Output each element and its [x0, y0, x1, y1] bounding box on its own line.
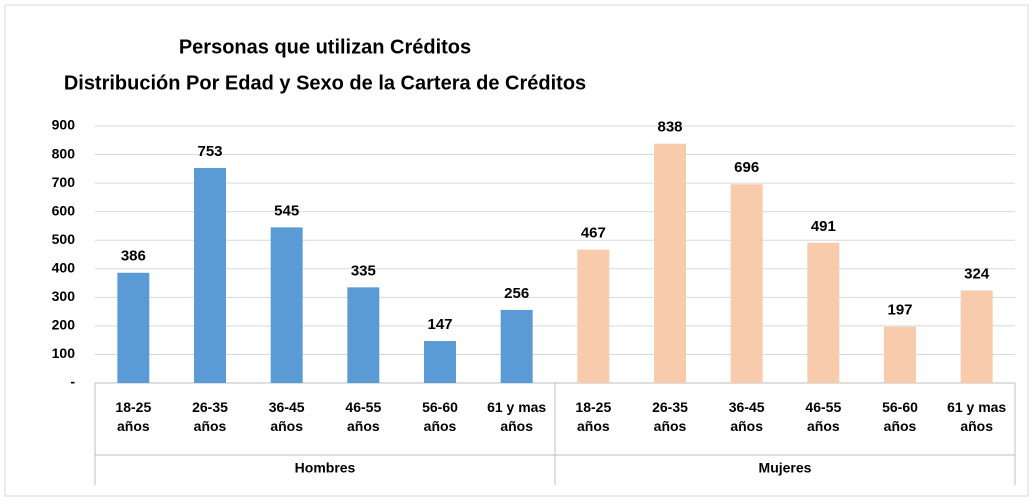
x-tick-label: 36-45 años: [728, 399, 765, 434]
y-tick-label: 800: [52, 145, 76, 161]
y-tick-label: 100: [52, 345, 76, 361]
x-tick-label: 18-25 años: [575, 399, 612, 434]
data-label: 838: [657, 119, 682, 136]
data-label: 386: [121, 248, 146, 265]
bar: [424, 341, 456, 383]
data-label: 753: [197, 143, 222, 160]
bar: [807, 242, 840, 383]
bar: [730, 184, 763, 383]
bar: [960, 290, 993, 383]
bar: [270, 227, 303, 383]
chart-frame: [4, 4, 1029, 497]
bar: [347, 287, 380, 383]
x-tick-label: 18-25 años: [115, 399, 152, 434]
data-label: 545: [274, 202, 299, 219]
bar: [500, 309, 533, 383]
x-tick-label: 61 y mas años: [947, 399, 1007, 434]
x-tick-label: 26-35 años: [652, 399, 688, 434]
x-tick-label: 56-60 años: [422, 399, 458, 434]
data-label: 324: [964, 265, 990, 282]
y-tick-label: 200: [52, 317, 76, 333]
data-label: 335: [351, 262, 376, 279]
x-tick-label: 56-60 años: [882, 399, 918, 434]
y-tick-label: 400: [52, 259, 76, 275]
y-tick-label: 900: [52, 117, 76, 133]
y-tick-label: 600: [52, 202, 76, 218]
data-label: 467: [581, 225, 606, 242]
chart-subtitle: Distribución Por Edad y Sexo de la Carte…: [64, 72, 586, 94]
data-label: 696: [734, 159, 759, 176]
data-label: 197: [887, 302, 912, 319]
y-tick-label: 700: [52, 174, 76, 190]
bar: [577, 249, 610, 383]
bar: [654, 143, 686, 383]
bar: [194, 167, 226, 383]
bar: [884, 326, 916, 383]
x-tick-label: 46-55 años: [805, 399, 842, 434]
data-label: 491: [811, 218, 836, 235]
data-label: 256: [504, 285, 529, 302]
y-tick-label: -: [70, 374, 75, 390]
chart-title: Personas que utilizan Créditos: [179, 36, 471, 58]
group-label: Mujeres: [759, 460, 812, 476]
group-label: Hombres: [295, 460, 356, 476]
x-tick-label: 46-55 años: [345, 399, 382, 434]
y-tick-label: 300: [52, 288, 76, 304]
x-tick-label: 36-45 años: [268, 399, 305, 434]
y-tick-label: 500: [52, 231, 76, 247]
data-label: 147: [427, 316, 452, 333]
x-tick-label: 61 y mas años: [487, 399, 547, 434]
x-tick-label: 26-35 años: [192, 399, 228, 434]
bar: [117, 272, 150, 383]
